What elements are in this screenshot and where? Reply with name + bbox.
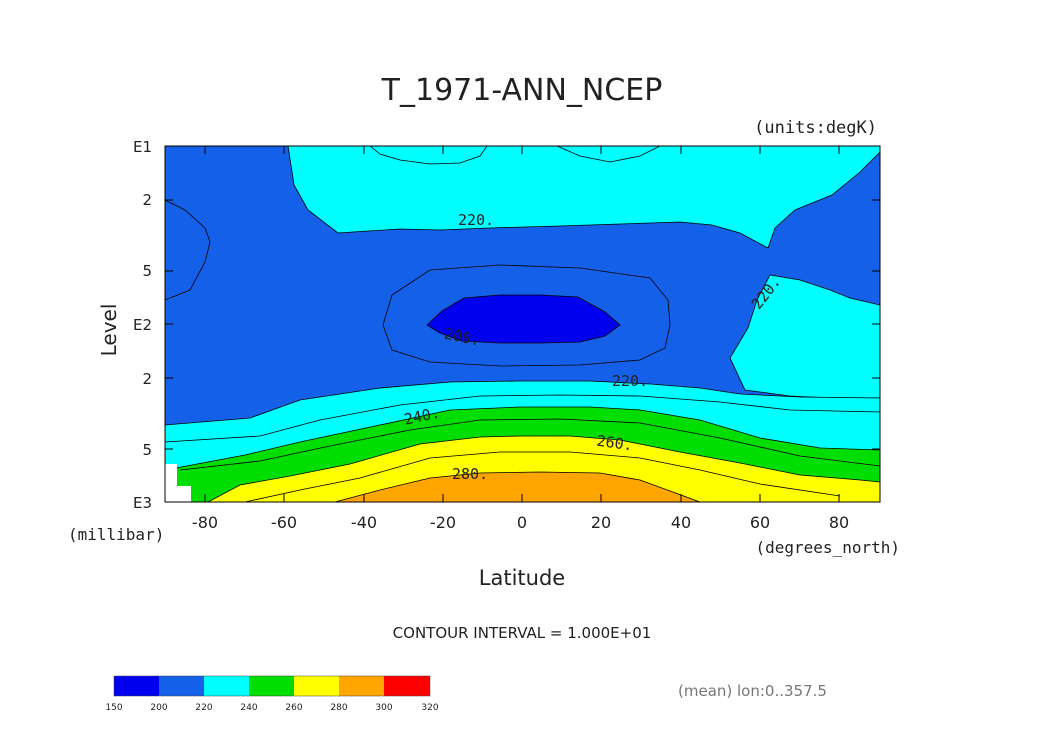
contour-label-220-top: 220. — [458, 211, 494, 229]
x-tick-label: 60 — [750, 513, 770, 532]
x-tick-label: -20 — [430, 513, 456, 532]
y-tick-label: E3 — [133, 494, 152, 512]
colorbar: 150 200 220 240 260 280 300 320 — [105, 675, 439, 713]
y-ticks — [165, 145, 880, 503]
chart-title: T_1971-ANN_NCEP — [381, 73, 663, 108]
units-label: (units:degK) — [754, 118, 877, 138]
colorbar-label: 300 — [375, 703, 392, 713]
band-260-280 — [207, 435, 880, 502]
band-220-240-upper — [287, 146, 880, 249]
colorbar-label: 320 — [421, 703, 438, 713]
x-tick-label: 0 — [517, 513, 527, 532]
y-tick-label: E2 — [133, 316, 152, 334]
colorbar-swatch — [339, 676, 384, 696]
mean-lon-footer: (mean) lon:0..357.5 — [678, 682, 827, 700]
colorbar-swatch — [114, 676, 159, 696]
y-tick-label: 2 — [142, 191, 152, 209]
colorbar-label: 260 — [285, 703, 302, 713]
contour-lines-lower — [165, 394, 880, 502]
colorbar-label: 280 — [330, 703, 347, 713]
x-tick-label: -80 — [192, 513, 218, 532]
colorbar-swatch — [294, 676, 339, 696]
x-axis: -80 -60 -40 -20 0 20 40 60 80 (degrees_n… — [192, 146, 900, 590]
contour-label-260: 260. — [596, 432, 634, 455]
y-units-label: (millibar) — [68, 525, 164, 544]
colorbar-label: 150 — [105, 703, 122, 713]
x-tick-label: 20 — [591, 513, 611, 532]
plot-area — [165, 146, 880, 502]
x-ticks — [204, 146, 840, 502]
y-tick-label: 5 — [142, 441, 152, 459]
colorbar-swatch — [204, 676, 249, 696]
x-tick-label: 80 — [829, 513, 849, 532]
colorbar-swatch — [249, 676, 294, 696]
contour-top-arcs — [369, 146, 661, 165]
x-units-label: (degrees_north) — [756, 538, 901, 557]
missing-data-patch-2 — [177, 486, 191, 502]
y-tick-label: 2 — [142, 370, 152, 388]
colorbar-label: 240 — [240, 703, 257, 713]
x-tick-label: -40 — [351, 513, 377, 532]
x-axis-title: Latitude — [479, 566, 565, 590]
colorbar-swatch — [384, 676, 430, 696]
x-tick-label: 40 — [671, 513, 691, 532]
x-tick-label: -60 — [271, 513, 297, 532]
y-axis-title: Level — [97, 304, 121, 357]
y-axis: E1 2 5 E2 2 5 E3 Level (millibar) — [68, 138, 880, 544]
y-tick-label: E1 — [133, 138, 152, 156]
contour-inner-loop — [382, 264, 671, 367]
band-280-300 — [334, 471, 701, 502]
contour-interval-text: CONTOUR INTERVAL = 1.000E+01 — [393, 624, 652, 642]
colorbar-label: 220 — [195, 703, 212, 713]
colorbar-swatch — [159, 676, 204, 696]
contour-label-220-mid: 220. — [612, 372, 648, 390]
colorbar-label: 200 — [150, 703, 167, 713]
contour-left-edge — [165, 199, 211, 301]
contour-label-280: 280. — [452, 465, 488, 483]
y-tick-label: 5 — [142, 262, 152, 280]
band-150-200-core — [426, 294, 621, 344]
colorbar-frame — [113, 675, 431, 697]
missing-data-patch — [165, 464, 177, 502]
